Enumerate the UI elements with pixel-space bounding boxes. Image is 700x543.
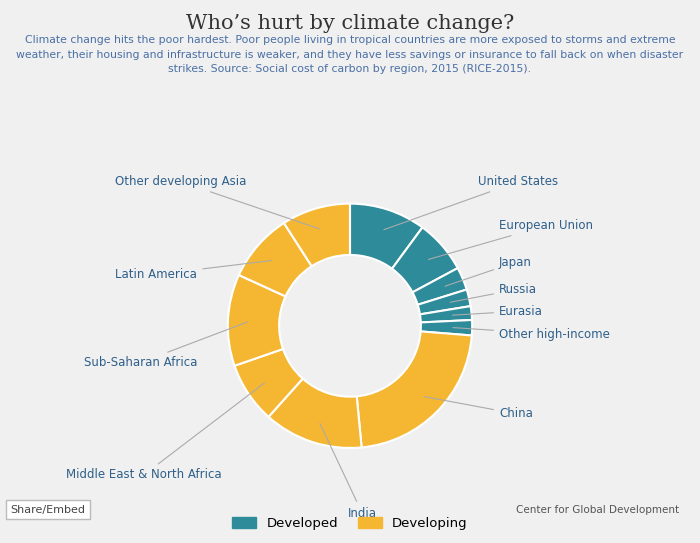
- Text: Climate change hits the poor hardest. Poor people living in tropical countries a: Climate change hits the poor hardest. Po…: [16, 35, 684, 74]
- Wedge shape: [228, 275, 286, 366]
- Text: Other developing Asia: Other developing Asia: [115, 175, 319, 229]
- Text: Japan: Japan: [445, 256, 532, 286]
- Text: United States: United States: [384, 175, 559, 230]
- Wedge shape: [392, 228, 458, 292]
- Text: Share/Embed: Share/Embed: [10, 505, 85, 515]
- Text: Other high-income: Other high-income: [453, 327, 610, 341]
- Wedge shape: [421, 320, 473, 336]
- Text: Center for Global Development: Center for Global Development: [516, 505, 679, 515]
- Wedge shape: [234, 349, 303, 417]
- Text: India: India: [320, 424, 377, 520]
- Wedge shape: [412, 268, 467, 305]
- Legend: Developed, Developing: Developed, Developing: [227, 512, 473, 535]
- Wedge shape: [284, 204, 350, 266]
- Text: Latin America: Latin America: [116, 261, 272, 281]
- Text: Russia: Russia: [450, 283, 537, 302]
- Wedge shape: [418, 289, 470, 314]
- Text: European Union: European Union: [428, 219, 593, 260]
- Text: Eurasia: Eurasia: [452, 305, 543, 318]
- Wedge shape: [350, 204, 422, 269]
- Wedge shape: [269, 378, 362, 448]
- Text: Who’s hurt by climate change?: Who’s hurt by climate change?: [186, 14, 514, 33]
- Text: Sub-Saharan Africa: Sub-Saharan Africa: [84, 322, 247, 369]
- Wedge shape: [357, 331, 472, 447]
- Text: Middle East & North Africa: Middle East & North Africa: [66, 383, 265, 481]
- Text: China: China: [424, 396, 533, 420]
- Wedge shape: [420, 306, 472, 323]
- Wedge shape: [239, 223, 312, 296]
